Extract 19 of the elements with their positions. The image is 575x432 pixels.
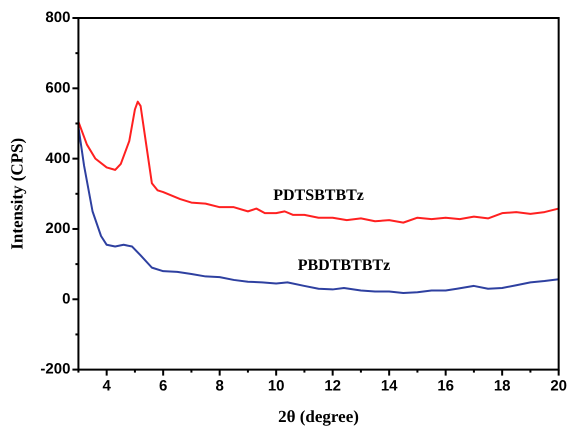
series-label: PDTSBTBTz [273,186,364,204]
x-tick-label: 14 [380,378,398,395]
y-tick-label: 400 [45,150,70,167]
series-label: PBDTBTBTz [298,257,390,274]
y-tick-label: 0 [62,290,70,308]
x-tick-label: 10 [268,378,285,395]
x-tick-label: 8 [215,378,224,395]
x-tick-label: 16 [437,378,454,395]
y-tick-label: 800 [45,9,70,26]
x-tick-label: 6 [159,378,168,395]
y-tick-label: -200 [40,360,70,378]
y-tick-label: 600 [45,79,70,96]
x-tick-label: 20 [550,378,567,395]
y-tick-label: 200 [45,220,70,238]
x-axis-title: 2θ (degree) [278,407,359,426]
x-tick-label: 18 [494,378,511,395]
x-tick-label: 12 [324,378,342,395]
x-tick-label: 4 [102,378,112,395]
y-axis-title: Intensity (CPS) [8,138,27,250]
